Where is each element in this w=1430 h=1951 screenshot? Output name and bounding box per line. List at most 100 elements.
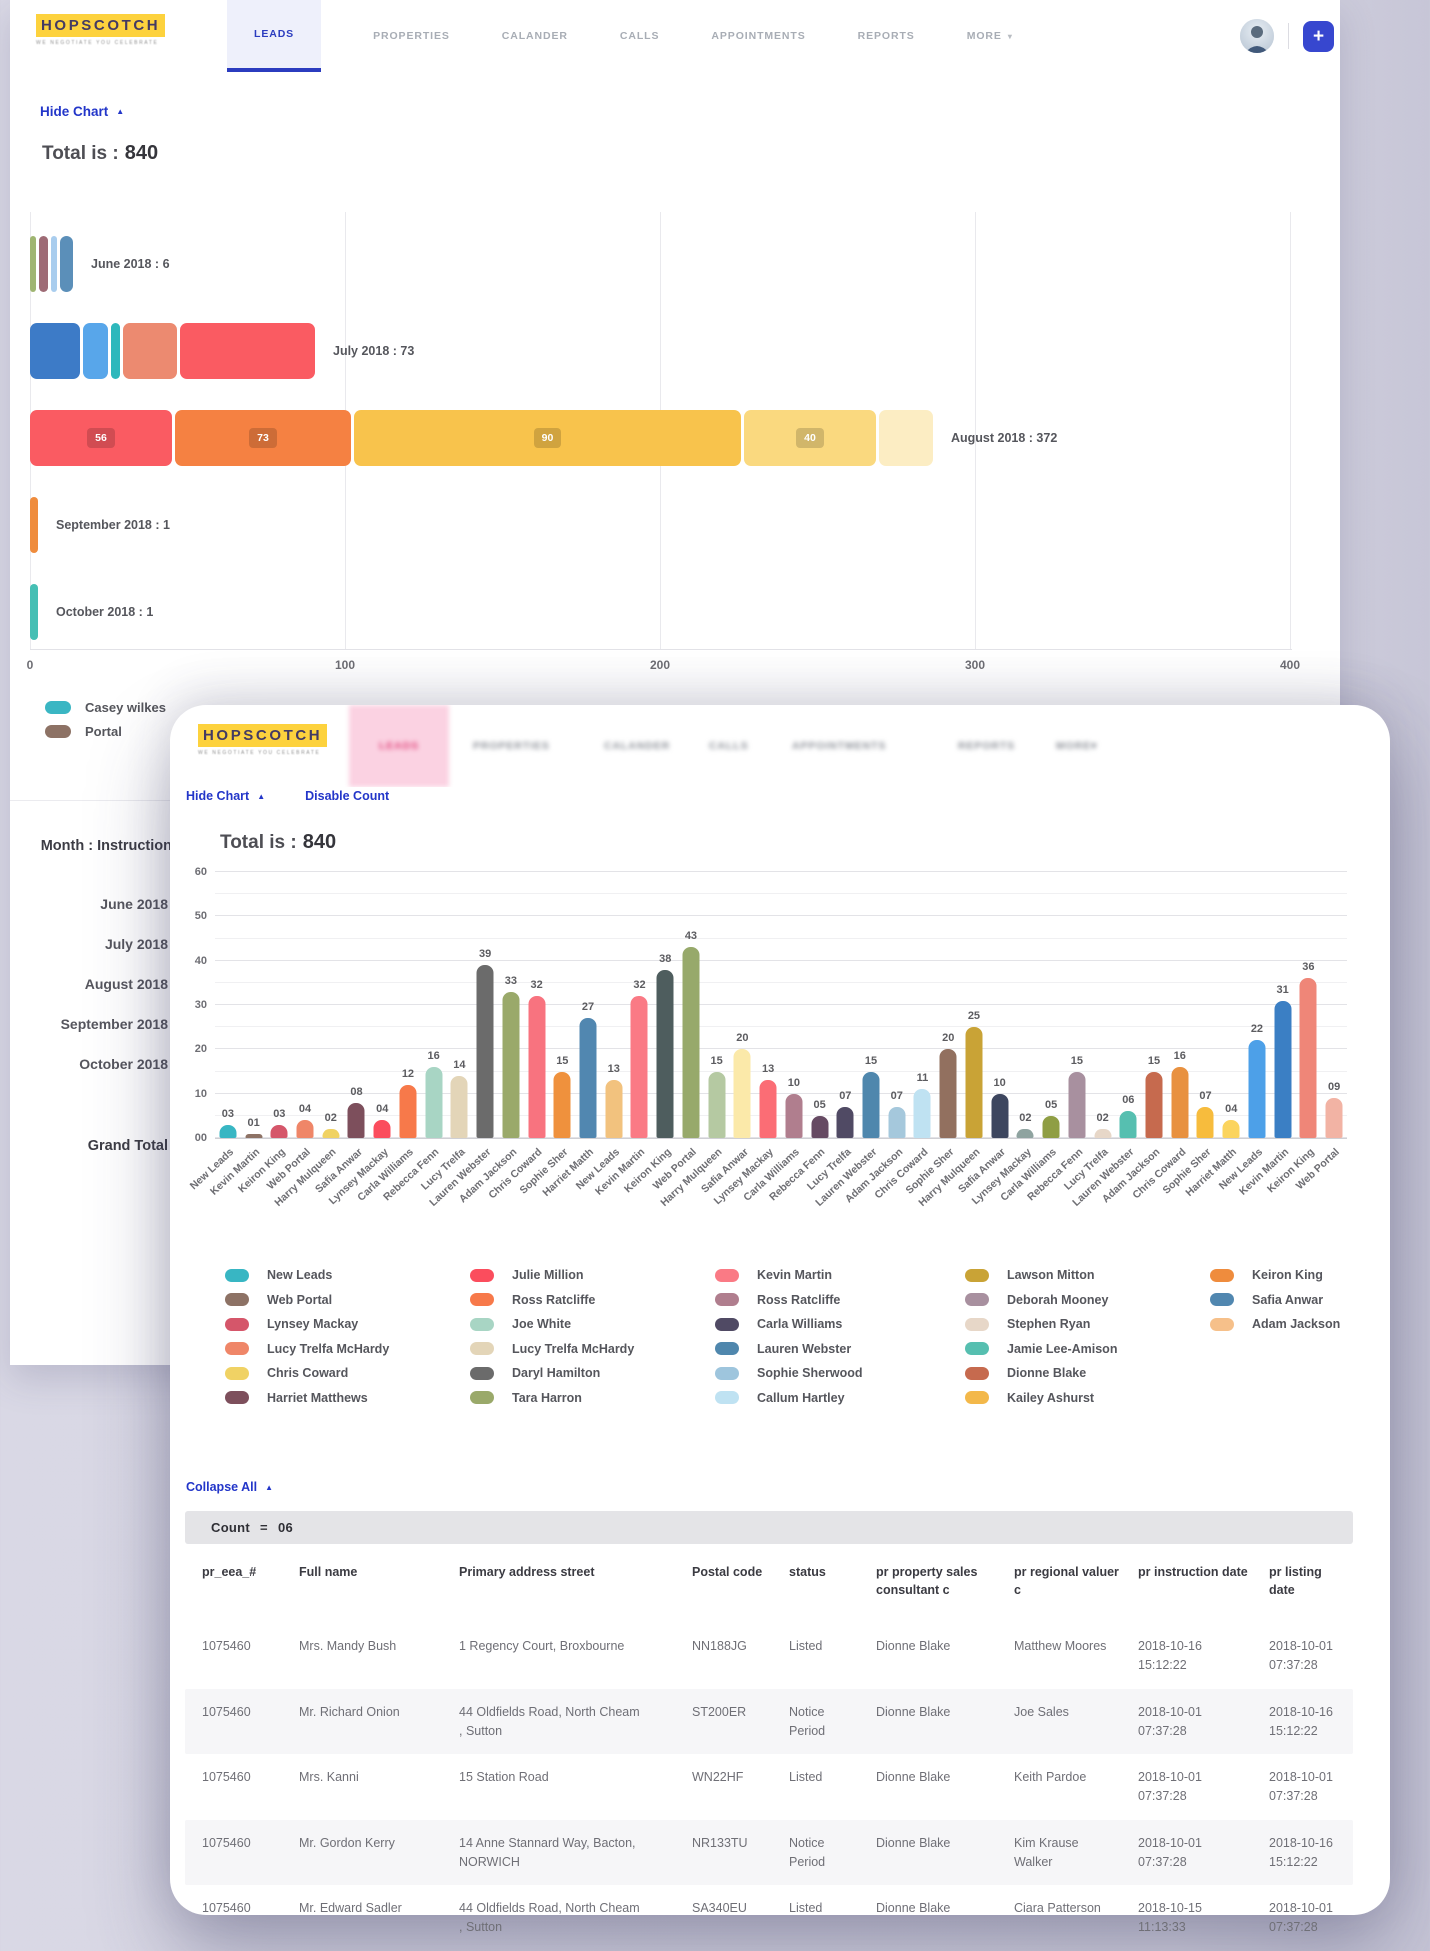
bar-safia-anwar[interactable]	[991, 1093, 1009, 1138]
nav-item-properties[interactable]: PROPERTIES	[473, 740, 550, 752]
tab-leads-active[interactable]: LEADS	[349, 705, 449, 787]
nav-item-reports[interactable]: REPORTS	[857, 30, 915, 42]
bar-lucy-trelfa[interactable]	[450, 1075, 468, 1138]
bar-carla-williams[interactable]	[1042, 1115, 1060, 1138]
hopscotch-logo[interactable]: HOPSCOTCH WE NEGOTIATE YOU CELEBRATE	[36, 14, 206, 46]
nav-item-more[interactable]: MORE ▾	[966, 30, 1013, 42]
hide-chart-link[interactable]: Hide Chart ▲	[186, 789, 265, 803]
table-row[interactable]: 1075460 Mr. Gordon Kerry 14 Anne Stannard …	[185, 1819, 1353, 1886]
legend-item[interactable]: Portal	[45, 724, 166, 739]
bar-safia-anwar[interactable]	[347, 1102, 365, 1138]
bar-kevin-martin[interactable]	[245, 1133, 263, 1138]
bar-segment[interactable]: 73	[175, 409, 351, 466]
bar-lucy-trelfa[interactable]	[1094, 1129, 1112, 1138]
legend-item[interactable]: Stephen Ryan	[965, 1317, 1117, 1331]
month-row[interactable]: September 2018	[60, 1016, 168, 1032]
nav-item-more[interactable]: MORE ▾	[1056, 740, 1098, 752]
bar-carla-williams[interactable]	[785, 1093, 803, 1138]
legend-item[interactable]: Kailey Ashurst	[965, 1391, 1117, 1405]
bar-rebecca-fenn[interactable]	[811, 1115, 829, 1138]
bar-segment[interactable]: 56	[30, 409, 172, 466]
legend-item[interactable]: Tara Harron	[470, 1391, 634, 1405]
nav-item-properties[interactable]: PROPERTIES	[373, 30, 450, 42]
bar-new-leads[interactable]	[1248, 1040, 1266, 1138]
bar-segment[interactable]	[879, 409, 933, 466]
legend-item[interactable]: Carla Williams	[715, 1317, 863, 1331]
bar-sophie-sher[interactable]	[1196, 1106, 1214, 1138]
bar-new-leads[interactable]	[219, 1124, 237, 1138]
collapse-all-link[interactable]: Collapse All ▲	[186, 1480, 273, 1494]
legend-item[interactable]: Callum Hartley	[715, 1391, 863, 1405]
bar-web-portal[interactable]	[682, 947, 700, 1138]
nav-item-calander[interactable]: CALANDER	[604, 740, 671, 752]
legend-item[interactable]: Kevin Martin	[715, 1268, 863, 1282]
bar-harry-mulqueen[interactable]	[965, 1027, 983, 1138]
bar-segment[interactable]	[83, 322, 108, 379]
bar-new-leads[interactable]	[605, 1080, 623, 1138]
bar-web-portal[interactable]	[1325, 1098, 1343, 1138]
bar-sophie-sher[interactable]	[939, 1049, 957, 1138]
table-row[interactable]: 1075460 Mrs. Kanni 15 Station Road WN22HF Li…	[185, 1754, 1353, 1820]
bar-harriet-matth[interactable]	[579, 1018, 597, 1138]
nav-item-calls[interactable]: CALLS	[709, 740, 749, 752]
bar-segment[interactable]	[60, 235, 73, 292]
legend-item[interactable]: Sophie Sherwood	[715, 1366, 863, 1380]
bar-harry-mulqueen[interactable]	[708, 1071, 726, 1138]
legend-item[interactable]: Julie Million	[470, 1268, 634, 1282]
stacked-bar[interactable]	[30, 583, 38, 640]
legend-item[interactable]: New Leads	[225, 1268, 389, 1282]
legend-item[interactable]: Casey wilkes	[45, 700, 166, 715]
legend-item[interactable]: Ross Ratcliffe	[470, 1293, 634, 1307]
tab-leads-active[interactable]: LEADS	[227, 0, 322, 72]
nav-item-calls[interactable]: CALLS	[619, 30, 660, 42]
legend-item[interactable]: Safia Anwar	[1210, 1293, 1340, 1307]
legend-item[interactable]: Joe White	[470, 1317, 634, 1331]
bar-segment[interactable]	[111, 322, 120, 379]
bar-sophie-sher[interactable]	[553, 1071, 571, 1138]
stacked-bar[interactable]	[30, 322, 315, 379]
bar-segment[interactable]	[39, 235, 48, 292]
bar-chris-coward[interactable]	[1171, 1067, 1189, 1138]
legend-item[interactable]: Harriet Matthews	[225, 1391, 389, 1405]
month-row[interactable]: July 2018	[104, 936, 168, 952]
legend-item[interactable]: Lynsey Mackay	[225, 1317, 389, 1331]
nav-item-appointments[interactable]: APPOINTMENTS	[711, 30, 806, 42]
bar-segment[interactable]: 90	[354, 409, 741, 466]
nav-item-appointments[interactable]: APPOINTMENTS	[792, 740, 887, 752]
stacked-bar[interactable]	[30, 235, 73, 292]
bar-lauren-webster[interactable]	[476, 965, 494, 1138]
bar-rebecca-fenn[interactable]	[425, 1067, 443, 1138]
bar-chris-coward[interactable]	[528, 996, 546, 1138]
bar-segment[interactable]	[30, 496, 38, 553]
bar-segment[interactable]: 40	[744, 409, 876, 466]
table-row[interactable]: 1075460 Mr. Edward Sadler 44 Oldfields Roa…	[185, 1885, 1353, 1951]
user-avatar-icon[interactable]	[1240, 19, 1274, 53]
bar-segment[interactable]	[180, 322, 315, 379]
month-row[interactable]: June 2018	[100, 896, 168, 912]
bar-harriet-matth[interactable]	[1222, 1120, 1240, 1138]
bar-kevin-martin[interactable]	[1274, 1000, 1292, 1138]
legend-item[interactable]: Adam Jackson	[1210, 1317, 1340, 1331]
nav-item-calander[interactable]: CALANDER	[501, 30, 568, 42]
legend-item[interactable]: Lucy Trelfa McHardy	[470, 1342, 634, 1356]
bar-carla-williams[interactable]	[399, 1084, 417, 1138]
disable-count-link[interactable]: Disable Count	[305, 789, 389, 803]
nav-item-reports[interactable]: REPORTS	[958, 740, 1016, 752]
legend-item[interactable]: Deborah Mooney	[965, 1293, 1117, 1307]
bar-segment[interactable]	[30, 583, 38, 640]
bar-safia-anwar[interactable]	[733, 1049, 751, 1138]
bar-keiron-king[interactable]	[656, 969, 674, 1138]
bar-keiron-king[interactable]	[1299, 978, 1317, 1138]
bar-adam-jackson[interactable]	[502, 991, 520, 1138]
bar-chris-coward[interactable]	[913, 1089, 931, 1138]
bar-lauren-webster[interactable]	[862, 1071, 880, 1138]
table-row[interactable]: 1075460 Mr. Richard Onion 44 Oldfields Roa…	[185, 1688, 1353, 1755]
legend-item[interactable]: Ross Ratcliffe	[715, 1293, 863, 1307]
hopscotch-logo[interactable]: HOPSCOTCH WE NEGOTIATE YOU CELEBRATE	[198, 724, 368, 756]
bar-lauren-webster[interactable]	[1119, 1111, 1137, 1138]
bar-kevin-martin[interactable]	[630, 996, 648, 1138]
count-bar[interactable]: Count = 06	[185, 1511, 1353, 1544]
legend-item[interactable]: Chris Coward	[225, 1366, 389, 1380]
bar-lynsey-mackay[interactable]	[759, 1080, 777, 1138]
bar-segment[interactable]	[30, 322, 80, 379]
